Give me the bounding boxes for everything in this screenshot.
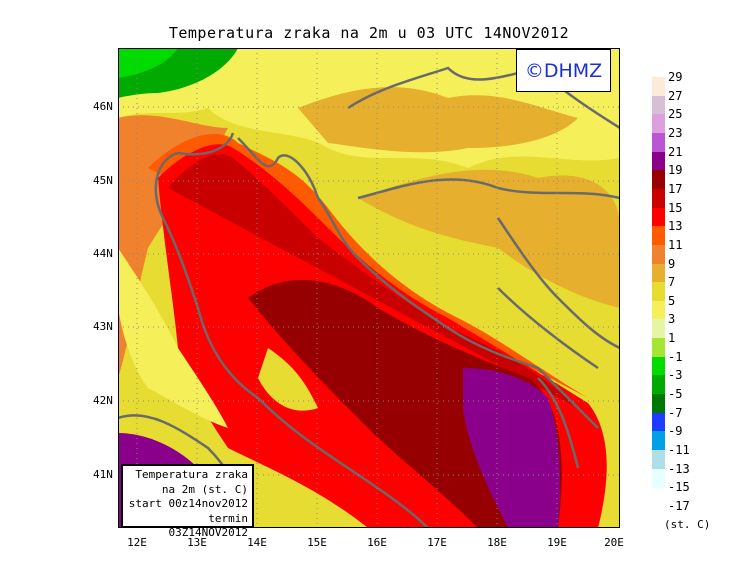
legend-swatch [652, 132, 665, 153]
lon-tick: 19E [547, 536, 567, 549]
lat-tick: 41N [93, 468, 113, 481]
lon-tick: 15E [307, 536, 327, 549]
legend-swatch [652, 356, 665, 376]
legend-swatch [652, 263, 665, 283]
graticule [118, 48, 620, 528]
legend-label: 15 [668, 200, 683, 215]
lon-tick: 18E [487, 536, 507, 549]
legend-label: -5 [668, 387, 683, 402]
legend-label: -15 [668, 480, 690, 495]
legend-label: 19 [668, 163, 683, 178]
legend-label: -1 [668, 349, 683, 364]
italy-south-interior [258, 348, 318, 411]
map-title: Temperatura zraka na 2m u 03 UTC 14NOV20… [0, 24, 740, 42]
map-frame [118, 48, 620, 528]
lat-tick: 42N [93, 394, 113, 407]
info-line: na 2m (st. C) [161, 482, 248, 496]
lat-tick: 46N [93, 100, 113, 113]
legend-swatch [652, 77, 665, 97]
legend-label: -7 [668, 405, 683, 420]
lon-tick: 13E [187, 536, 207, 549]
legend-label: 13 [668, 219, 683, 234]
legend-swatch [652, 170, 665, 190]
legend-swatch [652, 226, 665, 246]
alps-cold-core [118, 48, 178, 78]
lat-tick: 45N [93, 174, 113, 187]
lon-tick: 20E [604, 536, 624, 549]
legend-swatch [652, 375, 665, 395]
legend-label: 1 [668, 331, 676, 346]
legend-label: -13 [668, 461, 690, 476]
info-line: termin 03Z14NOV2012 [168, 511, 248, 540]
lon-tick: 16E [367, 536, 387, 549]
legend-label: -3 [668, 368, 683, 383]
lon-tick: 12E [127, 536, 147, 549]
legend-label: -17 [668, 498, 690, 513]
legend-label: 27 [668, 88, 683, 103]
legend-swatch [652, 468, 665, 488]
legend-swatch [652, 431, 665, 451]
info-line: Temperatura zraka [135, 468, 248, 481]
north-orange-zone [298, 87, 578, 153]
legend-label: -11 [668, 443, 690, 457]
map-title-text: Temperatura zraka na 2m u 03 UTC 14NOV20… [168, 24, 570, 42]
pannonian-zone [358, 169, 620, 308]
legend-label: 3 [668, 312, 676, 327]
lon-tick: 17E [427, 536, 447, 549]
legend-label: -9 [668, 424, 683, 439]
legend-swatch [652, 114, 665, 134]
legend-swatch [652, 338, 665, 358]
legend-swatch [652, 319, 665, 339]
legend-swatch [652, 412, 665, 432]
italy-interior [118, 248, 228, 428]
info-box: Temperatura zraka na 2m (st. C) start 00… [121, 464, 254, 539]
legend-label: 11 [668, 237, 683, 252]
legend-unit: (st. C) [664, 518, 711, 531]
legend-label: 21 [668, 144, 683, 159]
legend-label: 17 [668, 181, 683, 196]
southern-adriatic-warm [463, 368, 560, 528]
legend-label: 9 [668, 256, 676, 271]
legend-swatch [652, 300, 665, 320]
legend-label: 29 [668, 70, 683, 84]
legend-swatch [652, 188, 665, 209]
lat-tick: 43N [93, 320, 113, 333]
legend-label: 7 [668, 275, 676, 290]
legend-swatch [652, 207, 665, 227]
legend-swatch [652, 450, 665, 470]
legend-swatch [652, 151, 665, 171]
italy-coast-zone [118, 115, 228, 378]
lat-tick: 44N [93, 247, 113, 260]
legend-swatch [652, 244, 665, 264]
legend-swatch [652, 282, 665, 302]
legend-label: 5 [668, 293, 676, 308]
dhmz-logo: ©DHMZ [516, 49, 611, 92]
lon-tick: 14E [247, 536, 267, 549]
legend-swatch [652, 394, 665, 414]
legend-label: 23 [668, 125, 683, 140]
info-line: start 00z14nov2012 [128, 497, 248, 510]
legend-swatch [652, 95, 665, 115]
temperature-map [118, 48, 620, 528]
legend-label: 25 [668, 107, 683, 122]
coastlines [118, 66, 620, 528]
